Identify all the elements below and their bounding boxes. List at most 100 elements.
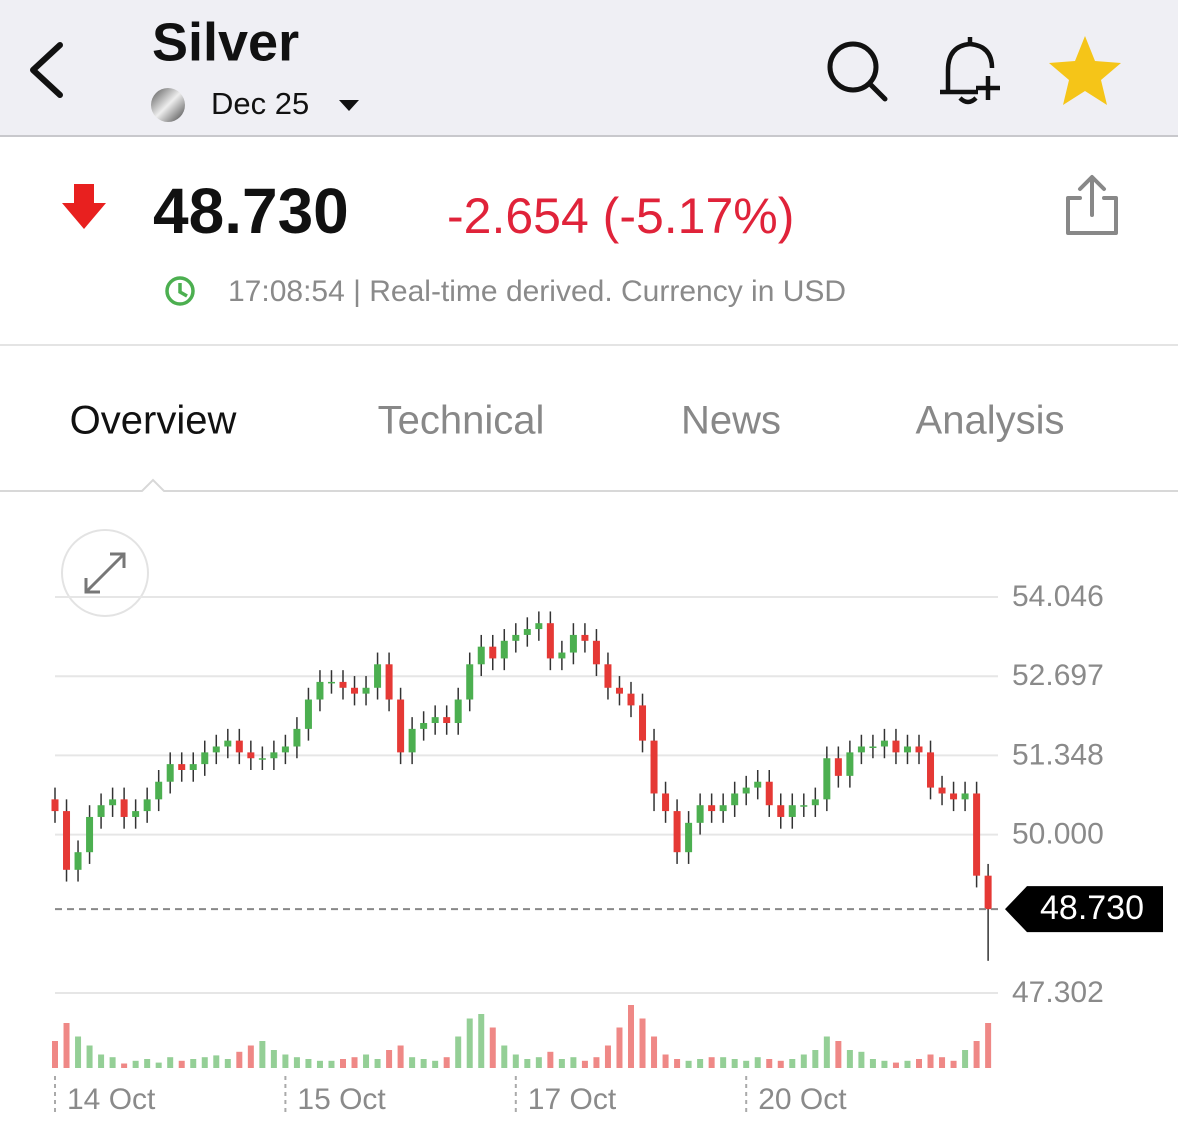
candle-body (673, 811, 681, 853)
candle-body (120, 799, 128, 817)
candle-body (800, 805, 808, 807)
candle-body (212, 746, 220, 753)
volume-bar (501, 1045, 508, 1068)
candle-body (339, 681, 347, 688)
candle-body (235, 740, 243, 753)
volume-bar (524, 1059, 531, 1068)
instrument-title: Silver (152, 12, 299, 72)
candle-body (696, 805, 704, 823)
volume-bar (881, 1060, 888, 1068)
volume-bar (731, 1059, 738, 1068)
candle-body (178, 764, 186, 770)
candle-body (938, 787, 946, 794)
candle-body (927, 752, 935, 788)
dropdown-caret[interactable] (339, 100, 359, 111)
candle-body (201, 752, 209, 765)
alert-icon[interactable] (940, 37, 1000, 105)
volume-bar (812, 1050, 819, 1068)
volume-bar (386, 1050, 393, 1068)
favorite-star[interactable] (1049, 36, 1121, 105)
candle-body (408, 728, 416, 753)
price-change: -2.654 (-5.17%) (447, 188, 794, 244)
volume-bar (316, 1060, 323, 1068)
volume-bar (789, 1059, 796, 1068)
candle-body (500, 640, 508, 659)
volume-bar (178, 1060, 185, 1068)
candle-body (627, 693, 635, 706)
candle-body (662, 793, 670, 812)
volume-bar (558, 1059, 565, 1068)
back-button[interactable] (30, 42, 63, 98)
candle-body (385, 664, 393, 700)
candle-body (984, 875, 992, 910)
candle-body (892, 740, 900, 753)
volume-bar (674, 1059, 681, 1068)
volume-bar (662, 1054, 669, 1068)
volume-bar (293, 1057, 300, 1068)
y-tick-label: 50.000 (1012, 817, 1104, 850)
volume-bar (869, 1059, 876, 1068)
expand-button[interactable] (61, 529, 149, 617)
volume-bar (535, 1057, 542, 1068)
last-price-label: 48.730 (1040, 889, 1144, 927)
candle-body (788, 805, 796, 817)
volume-bar (628, 1005, 634, 1068)
volume-bar (697, 1059, 704, 1068)
volume-bar (916, 1059, 922, 1068)
search-icon[interactable] (827, 41, 888, 102)
candle-body (731, 793, 739, 806)
x-tick-label: 15 Oct (297, 1083, 386, 1116)
candle-body (915, 746, 923, 753)
tab[interactable]: Technical (378, 399, 545, 443)
volume-bar (720, 1057, 727, 1068)
candle-body (950, 793, 958, 800)
candle-body (477, 646, 485, 665)
volume-bar (616, 1027, 623, 1068)
candle-body (777, 805, 785, 817)
volume-bar (766, 1059, 773, 1068)
clock-icon (165, 276, 195, 306)
share-icon[interactable] (1066, 175, 1118, 235)
candle-body (535, 623, 543, 630)
volume-bar (247, 1045, 254, 1068)
x-tick-label: 20 Oct (758, 1083, 847, 1116)
volume-bar (823, 1036, 830, 1068)
volume-bar (939, 1057, 946, 1068)
candle-body (74, 852, 82, 870)
tab[interactable]: News (681, 399, 781, 443)
candle-body (615, 687, 623, 694)
candle-body (316, 681, 324, 700)
volume-bar (282, 1054, 289, 1068)
volume-bar (455, 1036, 462, 1068)
last-price-tag (1005, 886, 1163, 933)
volume-bar (432, 1060, 439, 1068)
candle-body (823, 758, 831, 800)
candle-body (512, 634, 520, 641)
volume-bar (363, 1054, 370, 1068)
candle-body (569, 634, 577, 653)
tab[interactable]: Overview (70, 399, 237, 443)
candle-body (903, 746, 911, 753)
candle-body (811, 799, 819, 806)
header-bar (0, 0, 1178, 136)
volume-bar (754, 1057, 761, 1068)
silver-icon (151, 88, 185, 122)
tab[interactable]: Analysis (916, 399, 1065, 443)
volume-bar (52, 1041, 58, 1068)
volume-bar (144, 1059, 151, 1068)
y-tick-label: 54.046 (1012, 580, 1104, 613)
candle-body (351, 687, 359, 694)
contract-selector[interactable]: Dec 25 (211, 86, 309, 121)
volume-bar (777, 1060, 784, 1068)
candle-body (466, 664, 474, 700)
volume-bar (570, 1057, 577, 1068)
candle-body (51, 799, 59, 812)
volume-bar (743, 1060, 750, 1068)
candle-body (558, 652, 566, 659)
y-tick-label: 52.697 (1012, 659, 1104, 692)
timestamp: 17:08:54 | Real-time derived. Currency i… (228, 275, 846, 308)
volume-bar (213, 1055, 220, 1068)
volume-bar (236, 1051, 243, 1068)
volume-bar (639, 1018, 646, 1068)
volume-bar (950, 1060, 957, 1068)
